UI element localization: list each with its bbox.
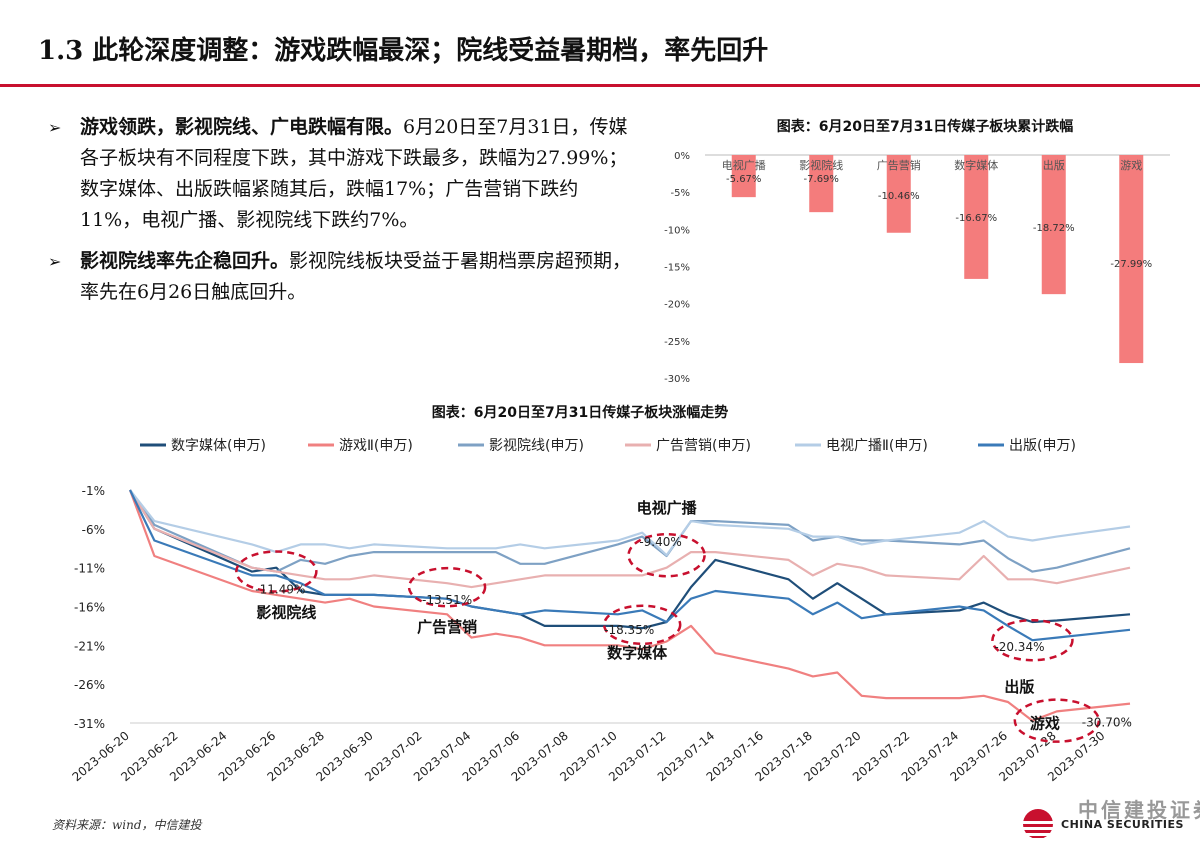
bar-y-tick: -15% bbox=[664, 263, 690, 274]
bar-value-label: -7.69% bbox=[804, 174, 839, 185]
annotation-value: -30.70% bbox=[1082, 716, 1132, 730]
bar-category-label: 游戏 bbox=[1120, 159, 1142, 172]
annotation-label: 数字媒体 bbox=[607, 644, 668, 662]
bar-category-label: 数字媒体 bbox=[954, 158, 998, 172]
legend-label: 影视院线(申万) bbox=[489, 438, 584, 454]
bullet-lead: 影视院线率先企稳回升。 bbox=[80, 250, 290, 272]
bar-category-label: 影视院线 bbox=[799, 158, 843, 172]
bullet-item: ➢ 游戏领跌，影视院线、广电跌幅有限。6月20日至7月31日，传媒各子板块有不同… bbox=[48, 112, 638, 236]
bullet-body: 6月20日至7月31日，传媒各子板块有不同程度下跌，其中游戏下跌最多，跌幅为27… bbox=[80, 116, 628, 231]
brand-en: CHINA SECURITIES bbox=[1061, 818, 1184, 831]
series-line bbox=[129, 489, 1131, 589]
series-line bbox=[129, 489, 1131, 557]
bullet-body: 影视院线板块受益于暑期档票房超预期，率先在6月26日触底回升。 bbox=[80, 250, 632, 303]
bar-category-label: 广告营销 bbox=[877, 158, 921, 172]
bar-chart-title: 图表：6月20日至7月31日传媒子板块累计跌幅 bbox=[777, 118, 1073, 135]
bar-y-tick: -20% bbox=[664, 300, 690, 311]
bar-category-label: 电视广播 bbox=[722, 158, 766, 172]
bar-value-label: -27.99% bbox=[1110, 259, 1152, 270]
line-y-tick: -26% bbox=[74, 678, 105, 692]
arrow-bullet-icon: ➢ bbox=[48, 252, 62, 271]
line-y-tick: -1% bbox=[82, 484, 105, 498]
arrow-bullet-icon: ➢ bbox=[48, 118, 62, 137]
legend-label: 数字媒体(申万) bbox=[171, 438, 266, 454]
line-y-tick: -16% bbox=[74, 601, 105, 615]
bar bbox=[1119, 155, 1144, 364]
bar-value-label: -16.67% bbox=[955, 213, 997, 224]
annotation-label: 广告营销 bbox=[417, 618, 477, 636]
bar-y-tick: -30% bbox=[664, 374, 690, 385]
bar-category-label: 出版 bbox=[1043, 158, 1065, 172]
line-y-tick: -11% bbox=[74, 562, 105, 576]
bar-chart: 图表：6月20日至7月31日传媒子板块累计跌幅 0% -5% -10% -15% -20… bbox=[664, 118, 1170, 385]
series-line bbox=[129, 489, 1131, 573]
bar-y-tick: -5% bbox=[671, 188, 690, 199]
bar bbox=[1041, 155, 1066, 295]
line-y-tick: -31% bbox=[74, 717, 105, 731]
bar-y-tick: -25% bbox=[664, 337, 690, 348]
series-line bbox=[129, 489, 1131, 642]
bullet-item: ➢ 影视院线率先企稳回升。影视院线板块受益于暑期档票房超预期，率先在6月26日触… bbox=[48, 246, 638, 308]
annotation-ellipse bbox=[602, 604, 682, 646]
legend-label: 游戏Ⅱ(申万) bbox=[339, 438, 413, 454]
annotation-ellipse bbox=[407, 566, 487, 608]
annotation-value: -18.35% bbox=[604, 623, 654, 637]
page-title: 1.3 此轮深度调整：游戏跌幅最深；院线受益暑期档，率先回升 bbox=[38, 36, 769, 66]
bar-value-label: -18.72% bbox=[1033, 223, 1075, 234]
bar bbox=[964, 155, 989, 279]
bullet-lead: 游戏领跌，影视院线、广电跌幅有限。 bbox=[80, 116, 404, 138]
annotation-ellipse bbox=[235, 550, 318, 593]
title-divider bbox=[0, 84, 1200, 87]
bar bbox=[731, 155, 756, 198]
annotation-label: 影视院线 bbox=[256, 603, 316, 621]
brand-cn: 中信建投证券 bbox=[1078, 798, 1200, 822]
bar bbox=[809, 155, 834, 213]
legend-label: 出版(申万) bbox=[1009, 438, 1076, 454]
legend-label: 广告营销(申万) bbox=[656, 438, 751, 454]
line-chart: 图表：6月20日至7月31日传媒子板块涨幅走势 数字媒体(申万) 游戏Ⅱ(申万) 影… bbox=[69, 404, 1132, 784]
annotation-label: 游戏 bbox=[1030, 715, 1060, 733]
annotation-label: 电视广播 bbox=[637, 499, 698, 517]
line-y-tick: -21% bbox=[74, 639, 105, 653]
bar-value-label: -10.46% bbox=[878, 191, 920, 202]
annotation-value: -20.34% bbox=[994, 640, 1044, 654]
annotation-value: -9.40% bbox=[639, 535, 681, 549]
annotation-ellipse bbox=[991, 618, 1074, 662]
source-note: 资料来源：wind，中信建投 bbox=[52, 818, 202, 832]
bullet-list: ➢ 游戏领跌，影视院线、广电跌幅有限。6月20日至7月31日，传媒各子板块有不同… bbox=[48, 112, 638, 318]
logo-mark-icon bbox=[1023, 809, 1053, 838]
annotation-ellipse bbox=[1013, 698, 1101, 743]
bar bbox=[886, 155, 911, 233]
line-chart-title: 图表：6月20日至7月31日传媒子板块涨幅走势 bbox=[432, 404, 728, 421]
legend-label: 电视广播Ⅱ(申万) bbox=[826, 438, 928, 454]
bar-y-tick: 0% bbox=[674, 151, 690, 162]
series-line bbox=[128, 489, 1131, 722]
brand-logo: 中信建投证券 CHINA SECURITIES bbox=[1018, 792, 1200, 842]
annotation-value: -11.49% bbox=[255, 582, 305, 596]
bar-value-label: -5.67% bbox=[726, 174, 761, 185]
line-y-tick: -6% bbox=[82, 523, 105, 537]
annotation-value: -13.51% bbox=[422, 593, 472, 607]
bar-y-tick: -10% bbox=[664, 225, 690, 236]
annotation-label: 出版 bbox=[1004, 678, 1034, 696]
